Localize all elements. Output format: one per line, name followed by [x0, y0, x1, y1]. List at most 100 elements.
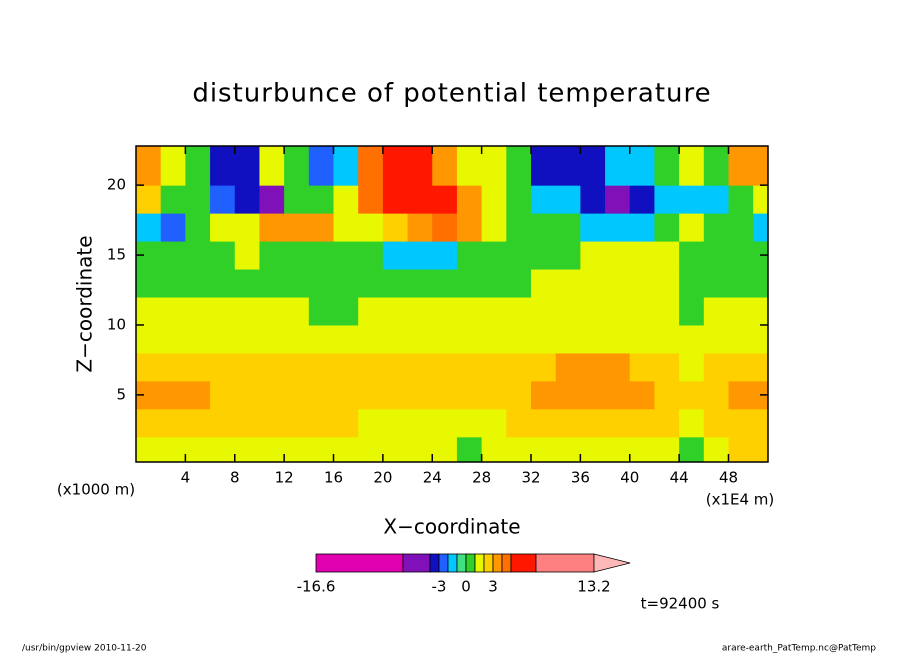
field-cell — [629, 213, 655, 242]
field-cell — [629, 408, 655, 438]
field-cell — [481, 185, 507, 214]
colorbar-segment — [315, 553, 404, 573]
field-cell — [358, 241, 384, 270]
colorbar-segment — [501, 553, 512, 573]
field-cell — [728, 436, 754, 463]
field-cell — [456, 146, 483, 186]
field-cell — [555, 146, 581, 186]
field-cell — [432, 146, 458, 186]
y-tick-label: 20 — [107, 176, 126, 194]
field-cell — [407, 324, 433, 354]
field-cell — [456, 297, 483, 326]
field-cell — [753, 185, 769, 214]
field-cell — [308, 436, 334, 463]
footer-right: arare-earth_PatTemp.nc@PatTemp — [722, 644, 876, 654]
field-cell — [185, 146, 211, 186]
field-cell — [703, 213, 729, 242]
field-cell — [580, 408, 606, 438]
field-cell — [210, 324, 236, 354]
field-cell — [728, 269, 754, 298]
field-cell — [160, 213, 186, 242]
field-cell — [481, 408, 507, 438]
field-cell — [234, 213, 260, 242]
field-cell — [160, 352, 186, 382]
x-tick-label: 20 — [373, 469, 392, 487]
field-cell — [605, 185, 631, 214]
field-cell — [531, 297, 557, 326]
field-cell — [531, 408, 557, 438]
field-cell — [580, 185, 606, 214]
field-cell — [531, 436, 557, 463]
field-cell — [308, 241, 334, 270]
colorbar-tick-label: 3 — [488, 578, 498, 596]
field-cell — [382, 213, 409, 242]
field-cell — [358, 213, 384, 242]
colorbar-tick-label: 0 — [461, 578, 471, 596]
field-cell — [531, 269, 557, 298]
field-cell — [284, 269, 310, 298]
field-cell — [555, 241, 581, 270]
field-cell — [333, 213, 359, 242]
field-cell — [284, 185, 310, 214]
field-cell — [284, 324, 310, 354]
field-cell — [185, 436, 211, 463]
field-cell — [753, 324, 769, 354]
x-tick-label: 16 — [324, 469, 343, 487]
field-cell — [333, 241, 359, 270]
x-tick-label: 48 — [719, 469, 738, 487]
field-cell — [259, 213, 285, 242]
field-cell — [580, 324, 606, 354]
field-cell — [382, 297, 409, 326]
field-cell — [308, 146, 334, 186]
field-cell — [753, 269, 769, 298]
field-cell — [605, 297, 631, 326]
x-tick-label: 32 — [521, 469, 540, 487]
field-cell — [210, 408, 236, 438]
field-cell — [333, 408, 359, 438]
y-tick-label: 15 — [107, 246, 126, 264]
field-cell — [210, 146, 236, 186]
field-cell — [555, 324, 581, 354]
field-cell — [629, 269, 655, 298]
field-cell — [605, 352, 631, 382]
field-cell — [210, 436, 236, 463]
field-cell — [333, 146, 359, 186]
field-cell — [284, 408, 310, 438]
field-cell — [333, 185, 359, 214]
field-cell — [679, 185, 705, 214]
field-cell — [654, 146, 680, 186]
field-cell — [605, 324, 631, 354]
field-cell — [629, 380, 655, 410]
x-tick-label: 28 — [472, 469, 491, 487]
field-cell — [382, 269, 409, 298]
field-cell — [358, 408, 384, 438]
field-cell — [382, 408, 409, 438]
field-cell — [629, 241, 655, 270]
field-cell — [703, 408, 729, 438]
field-cell — [284, 352, 310, 382]
field-cell — [555, 352, 581, 382]
field-cell — [703, 380, 729, 410]
field-cell — [333, 380, 359, 410]
field-cell — [456, 241, 483, 270]
field-cell — [210, 213, 236, 242]
field-cell — [382, 185, 409, 214]
field-cell — [555, 185, 581, 214]
field-cell — [432, 380, 458, 410]
field-cell — [308, 297, 334, 326]
colorbar-segment — [483, 553, 494, 573]
field-cell — [580, 352, 606, 382]
field-cell — [284, 213, 310, 242]
field-cell — [679, 380, 705, 410]
field-cell — [333, 269, 359, 298]
time-label: t=92400 s — [641, 595, 720, 613]
field-cell — [679, 297, 705, 326]
field-cell — [728, 324, 754, 354]
field-cell — [481, 213, 507, 242]
field-cell — [160, 408, 186, 438]
colorbar-extend — [593, 553, 631, 573]
field-cell — [259, 352, 285, 382]
field-cell — [531, 324, 557, 354]
field-cell — [136, 297, 162, 326]
field-cell — [407, 380, 433, 410]
